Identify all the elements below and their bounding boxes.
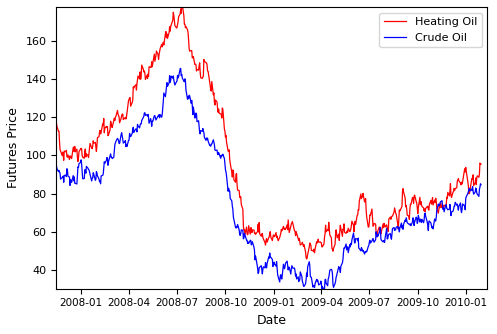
Y-axis label: Futures Price: Futures Price — [7, 108, 20, 188]
X-axis label: Date: Date — [257, 314, 287, 327]
Line: Crude Oil: Crude Oil — [49, 68, 481, 291]
Legend: Heating Oil, Crude Oil: Heating Oil, Crude Oil — [379, 12, 482, 47]
Line: Heating Oil: Heating Oil — [49, 3, 481, 259]
